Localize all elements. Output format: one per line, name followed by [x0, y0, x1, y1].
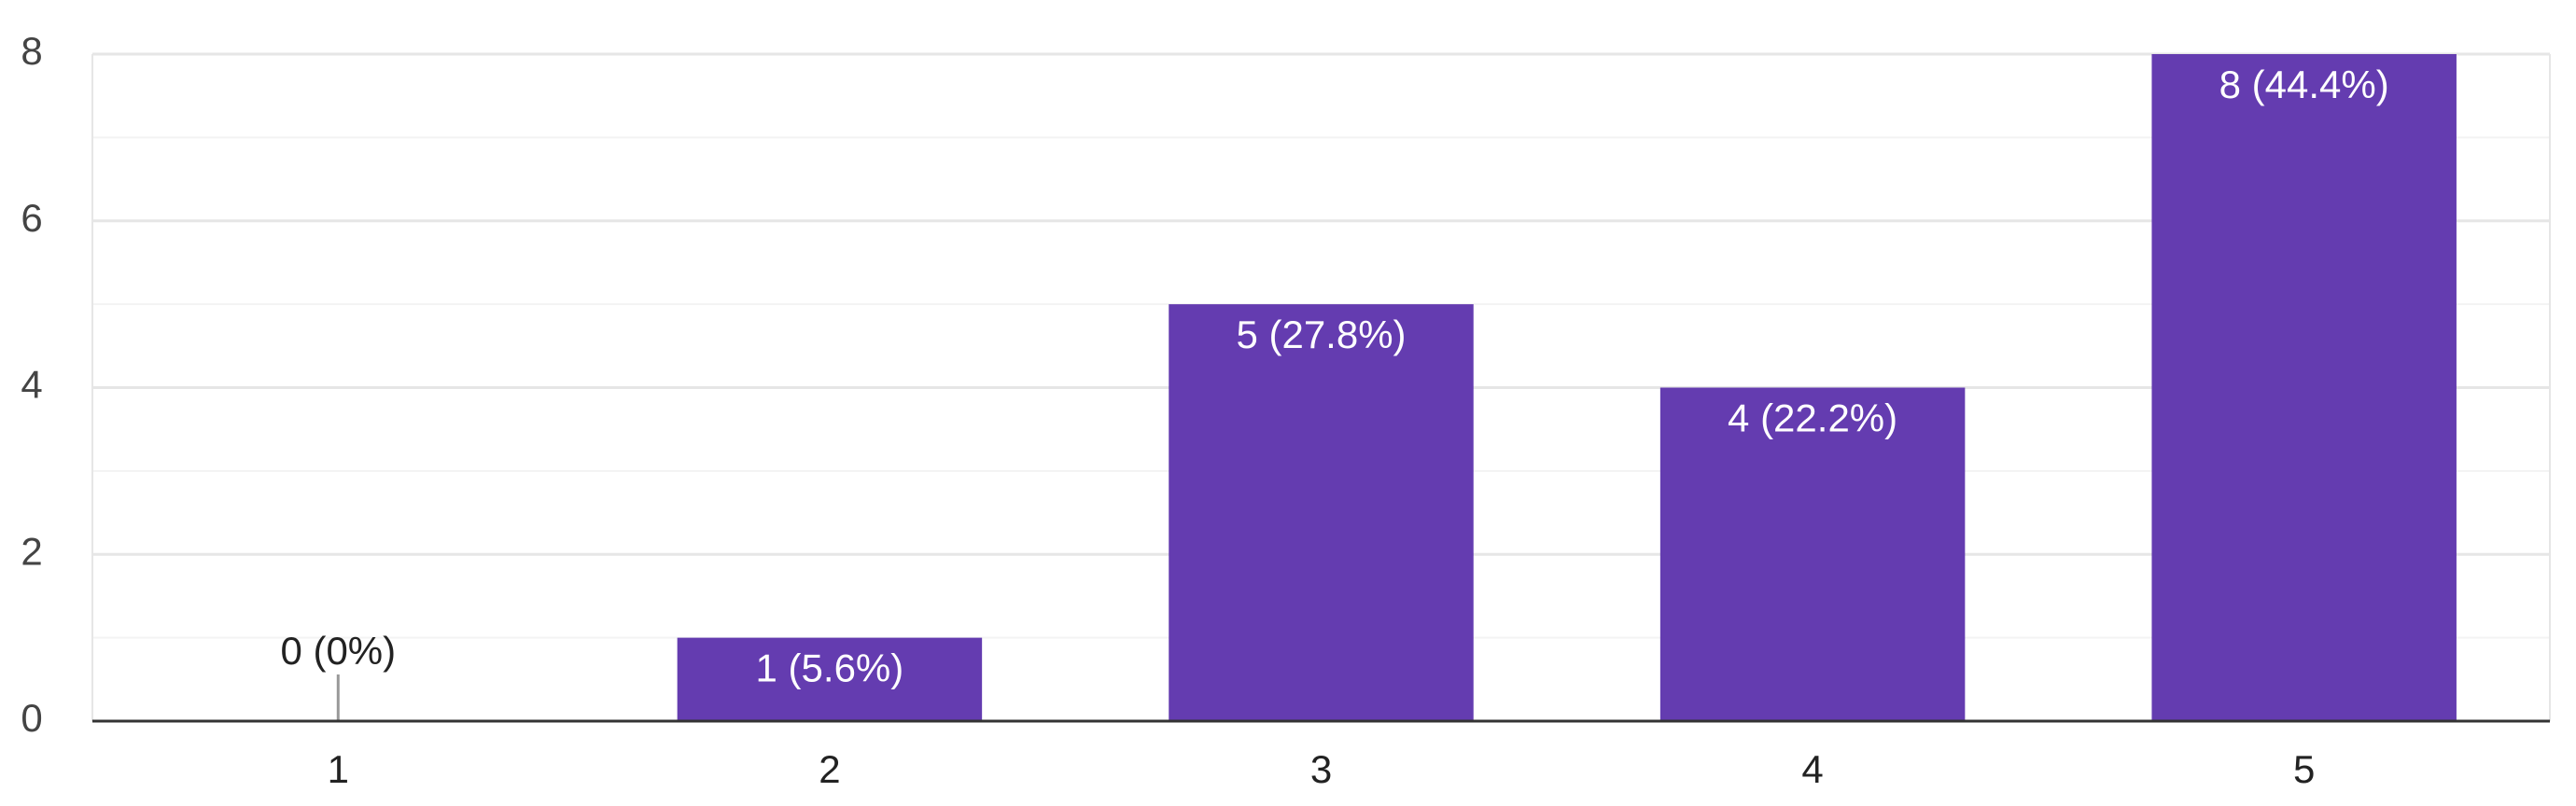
- x-tick-label: 4: [1801, 747, 1823, 791]
- value-label: 4 (22.2%): [1728, 396, 1897, 440]
- y-tick-label: 6: [21, 196, 42, 240]
- value-label: 8 (44.4%): [2219, 63, 2389, 106]
- bar: [2151, 54, 2457, 721]
- x-tick-label: 5: [2293, 747, 2315, 791]
- y-tick-label: 2: [21, 529, 42, 573]
- y-tick-label: 0: [21, 696, 42, 740]
- bar: [677, 637, 983, 721]
- x-tick-label: 1: [328, 747, 349, 791]
- value-label: 5 (27.8%): [1236, 313, 1406, 356]
- y-tick-label: 8: [21, 29, 42, 73]
- value-label: 1 (5.6%): [756, 646, 904, 690]
- value-label: 0 (0%): [280, 629, 396, 673]
- x-tick-label: 2: [819, 747, 840, 791]
- x-tick-label: 3: [1310, 747, 1332, 791]
- bar: [1169, 304, 1474, 721]
- y-tick-label: 4: [21, 363, 42, 407]
- bar: [1659, 387, 1966, 721]
